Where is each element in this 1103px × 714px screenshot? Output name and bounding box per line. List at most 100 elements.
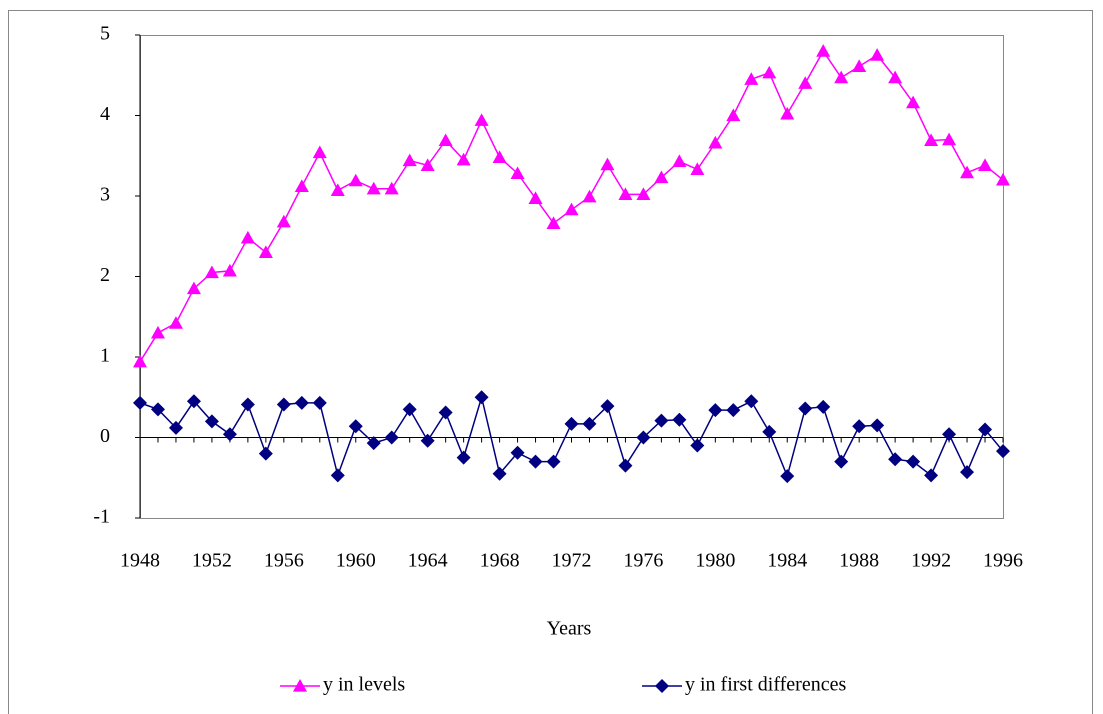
data-point	[744, 394, 759, 409]
data-point	[420, 433, 435, 448]
x-axis-title: Years	[547, 618, 592, 640]
data-point	[348, 419, 363, 434]
data-point	[564, 202, 579, 216]
plot-area	[140, 35, 1004, 519]
data-point	[510, 166, 525, 180]
data-point	[222, 427, 237, 442]
data-point	[294, 179, 309, 192]
data-point	[726, 403, 741, 418]
data-point	[564, 416, 579, 431]
data-point	[978, 158, 993, 172]
data-point	[186, 281, 201, 295]
data-point	[348, 173, 363, 187]
data-point	[438, 133, 453, 147]
data-point	[942, 427, 957, 442]
data-point	[294, 395, 309, 410]
y-tick-label: -1	[93, 506, 110, 528]
data-point	[942, 132, 957, 146]
data-point	[204, 414, 219, 429]
data-point	[600, 157, 615, 171]
x-tick-label: 1976	[623, 550, 663, 572]
data-point	[636, 187, 651, 200]
data-point	[438, 405, 453, 420]
data-point	[330, 468, 345, 483]
data-point	[924, 468, 939, 483]
data-point	[780, 106, 795, 120]
data-point	[996, 444, 1010, 459]
data-point	[978, 422, 993, 437]
x-tick-label: 1952	[192, 550, 232, 572]
x-tick-label: 1972	[552, 550, 592, 572]
data-point	[276, 214, 291, 228]
x-tick-label: 1988	[839, 550, 879, 572]
y-tick-label: 2	[100, 264, 110, 286]
data-point	[150, 402, 165, 417]
data-point	[402, 153, 417, 167]
data-point	[600, 399, 615, 414]
data-point	[330, 183, 345, 196]
data-point	[690, 162, 705, 176]
y-tick-label: 5	[100, 23, 110, 45]
data-point	[834, 454, 849, 469]
data-point	[708, 135, 723, 149]
data-point	[474, 390, 489, 405]
data-point	[726, 108, 741, 122]
x-tick-label: 1984	[767, 550, 807, 572]
data-point	[546, 454, 561, 469]
chart-frame	[8, 10, 1093, 714]
data-point	[708, 403, 723, 418]
x-tick-label: 1968	[480, 550, 520, 572]
data-point	[528, 454, 543, 469]
x-tick-label: 1992	[911, 550, 951, 572]
data-point	[672, 154, 687, 167]
data-point	[312, 395, 327, 410]
y-tick-label: 3	[100, 184, 110, 206]
data-point	[222, 263, 237, 277]
data-point	[456, 152, 471, 166]
data-point	[133, 354, 147, 368]
data-point	[654, 170, 669, 184]
data-point	[366, 436, 381, 451]
data-point	[636, 430, 651, 445]
data-point	[852, 419, 867, 434]
data-point	[762, 424, 777, 439]
data-point	[168, 316, 183, 329]
data-point	[888, 70, 903, 84]
data-point	[906, 454, 921, 469]
data-point	[366, 181, 381, 195]
x-tick-label: 1996	[983, 550, 1023, 572]
y-tick-label: 0	[100, 425, 110, 447]
data-point	[960, 465, 975, 480]
data-point	[258, 446, 273, 461]
series-line	[139, 394, 1004, 479]
x-tick-label: 1948	[120, 550, 160, 572]
data-point	[492, 150, 507, 163]
data-point	[402, 402, 417, 417]
data-point	[816, 44, 831, 57]
data-point	[258, 245, 273, 258]
data-point	[996, 172, 1010, 186]
data-point	[582, 189, 597, 203]
data-point	[240, 230, 255, 244]
data-point	[690, 438, 705, 453]
data-point	[852, 59, 867, 72]
data-point	[510, 445, 525, 460]
data-point	[150, 325, 165, 339]
data-point	[528, 191, 543, 205]
x-tick-label: 1980	[695, 550, 735, 572]
data-point	[834, 70, 849, 84]
data-point	[384, 430, 399, 445]
data-point	[870, 48, 885, 61]
data-point	[816, 399, 831, 414]
data-point	[582, 416, 597, 431]
data-point	[186, 394, 201, 409]
data-point	[672, 412, 687, 427]
legend-marker	[293, 679, 307, 692]
data-point	[906, 95, 921, 109]
data-point	[618, 458, 633, 473]
data-point	[384, 181, 399, 195]
data-point	[924, 133, 939, 147]
data-point	[456, 450, 471, 465]
data-point	[798, 401, 813, 416]
